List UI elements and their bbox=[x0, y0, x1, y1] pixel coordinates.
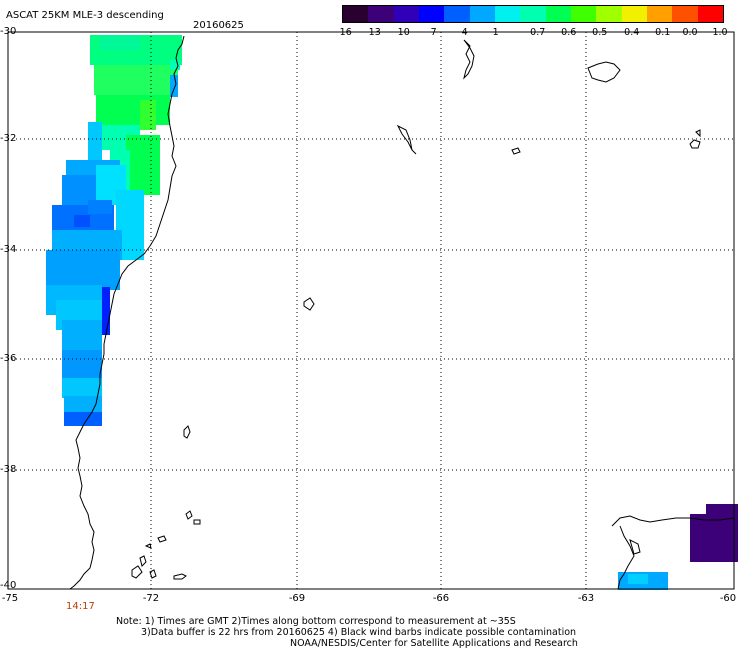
wind-swath-east bbox=[618, 504, 738, 590]
plot-frame bbox=[7, 31, 735, 590]
lat-tick: -32 bbox=[0, 133, 17, 144]
lon-tick: -60 bbox=[719, 593, 737, 604]
note-line-1: Note: 1) Times are GMT 2)Times along bot… bbox=[116, 616, 516, 627]
colorbar-swatch bbox=[368, 6, 394, 22]
map-date: 20160625 bbox=[193, 20, 244, 31]
colorbar-swatch bbox=[697, 6, 723, 22]
lat-tick: -36 bbox=[0, 353, 17, 364]
lon-tick: -69 bbox=[288, 593, 306, 604]
colorbar-swatch bbox=[596, 6, 622, 22]
lat-tick: -40 bbox=[0, 580, 17, 591]
map-title: ASCAT 25KM MLE-3 descending bbox=[6, 10, 164, 21]
colorbar-swatch bbox=[570, 6, 597, 22]
colorbar-swatch bbox=[343, 6, 369, 22]
note-line-2: 3)Data buffer is 22 hrs from 20160625 4)… bbox=[141, 627, 577, 638]
note-line-3: NOAA/NESDIS/Center for Satellite Applica… bbox=[290, 638, 578, 649]
lon-tick: -66 bbox=[432, 593, 450, 604]
lat-tick: -34 bbox=[0, 244, 17, 255]
colorbar-swatch bbox=[418, 6, 445, 22]
colorbar-swatch bbox=[646, 6, 673, 22]
lat-tick: -38 bbox=[0, 464, 17, 475]
coastlines bbox=[69, 35, 735, 590]
lon-tick: -72 bbox=[142, 593, 160, 604]
lat-lon-grid bbox=[8, 32, 734, 589]
lon-tick: -63 bbox=[577, 593, 595, 604]
colorbar-swatch bbox=[520, 6, 546, 22]
colorbar-swatch bbox=[444, 6, 470, 22]
wind-swath-west bbox=[46, 35, 182, 426]
colorbar-swatch bbox=[469, 6, 495, 22]
lon-tick: -75 bbox=[1, 593, 19, 604]
colorbar-swatch bbox=[621, 6, 647, 22]
swath-time: 14:17 bbox=[66, 601, 95, 612]
colorbar-swatch bbox=[672, 6, 698, 22]
colorbar-swatch bbox=[393, 6, 419, 22]
lat-tick: -30 bbox=[0, 26, 17, 37]
colorbar-swatch bbox=[545, 6, 571, 22]
colorbar bbox=[342, 5, 724, 23]
colorbar-swatch bbox=[494, 6, 521, 22]
